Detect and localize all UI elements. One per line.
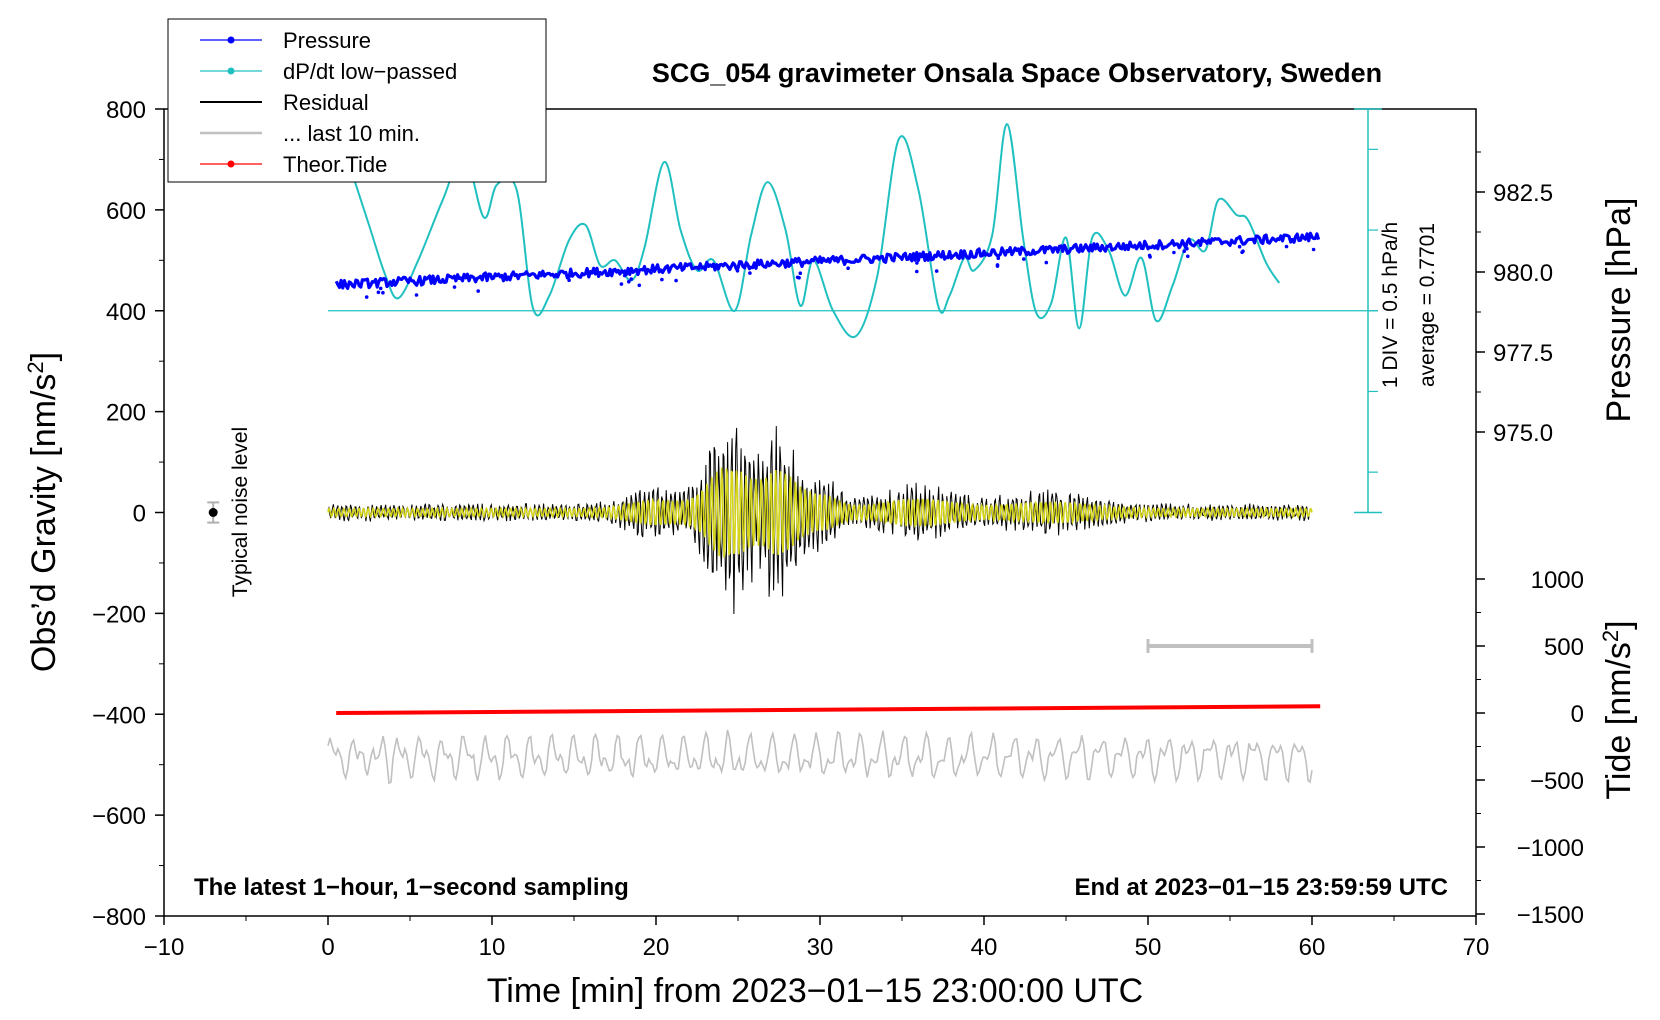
pressure-point [1172,250,1176,255]
y-axis-label-pressure: Pressure [hPa] [1600,198,1638,423]
pressure-point [1022,257,1026,261]
x-tick-label: 60 [1299,934,1326,961]
pressure-point [934,269,939,273]
pressure-point [735,269,740,273]
legend-label-1: dP/dt low−passed [283,59,457,84]
pressure-point [660,277,664,282]
pressure-point [622,273,627,278]
pressure-point [1186,254,1190,259]
chart-title: SCG_054 gravimeter Onsala Space Observat… [652,58,1382,88]
tide-tick-label: −1000 [1517,835,1584,862]
pressure-point [381,290,385,295]
pressure-point [1311,247,1316,252]
x-tick-label: 40 [971,934,998,961]
sampling-annotation: The latest 1−hour, 1−second sampling [194,874,629,901]
y-axis-label-gravity: Obs’d Gravity [nm/s2] [23,352,63,672]
tide-tick-label: −1500 [1517,902,1584,929]
y-tick-label: 0 [133,501,146,528]
noise-level-label: Typical noise level [229,427,252,597]
axes-ticks: −10 0 10 20 30 40 50 60 70 800 600 400 200 0 −200 −400 −… [92,97,1584,961]
pressure-point [795,275,800,280]
legend-label-3: ... last 10 min. [283,121,420,146]
pressure-point [1284,244,1289,249]
pressure-tick-label: 977.5 [1493,340,1553,367]
x-axis-label: Time [min] from 2023−01−15 23:00:00 UTC [487,972,1143,1010]
tide-tick-label: 0 [1571,701,1584,728]
pressure-point [637,283,642,288]
pressure-point [378,286,383,291]
pressure-line [334,231,1321,290]
y-axis-label-tide: Tide [nm/s2] [1598,620,1638,799]
pressure-point [846,266,850,271]
pressure-point [1148,255,1152,259]
pressure-point [629,277,633,281]
x-tick-label: 30 [807,934,834,961]
pressure-point [1185,246,1189,251]
pressure-tick-label: 980.0 [1493,260,1553,287]
x-tick-label: 20 [643,934,670,961]
tide-line [336,704,1321,715]
data-series [207,108,1382,785]
y-tick-label: 400 [106,299,146,326]
dpdt-line [351,123,1281,339]
y-tick-label: 200 [106,400,146,427]
pressure-point [476,289,481,293]
filtered-residual-line [327,467,1313,558]
y-tick-label: −800 [92,904,146,931]
y-tick-label: 800 [106,97,146,124]
pressure-point [1237,244,1242,249]
y-tick-label: −200 [92,601,146,628]
legend-marker-4 [227,160,235,168]
x-tick-label: 10 [479,934,506,961]
pressure-point [364,295,369,299]
x-tick-label: 50 [1135,934,1162,961]
y-tick-label: 600 [106,198,146,225]
pressure-point [1182,249,1186,253]
pressure-point [452,285,457,289]
pressure-point [915,269,919,274]
legend-label-0: Pressure [283,28,371,53]
end-time-annotation: End at 2023−01−15 23:59:59 UTC [1074,874,1448,901]
pressure-point [627,279,631,284]
legend-box [167,18,547,183]
tide-tick-label: 1000 [1531,567,1584,594]
div-label: 1 DIV = 0.5 hPa/h [1379,222,1402,388]
pressure-point [414,293,419,297]
pressure-point [674,278,678,283]
last-10min-line [327,729,1313,785]
pressure-point [1240,250,1244,255]
pressure-point [996,256,1001,261]
legend-label-4: Theor.Tide [283,152,387,177]
y-tick-label: −600 [92,803,146,830]
pressure-point [798,271,803,276]
pressure-point [619,282,624,286]
y-tick-label: −400 [92,702,146,729]
legend-label-2: Residual [283,90,369,115]
pressure-point [1044,260,1049,265]
x-tick-label: 0 [321,934,334,961]
pressure-point [567,278,571,283]
x-tick-label: −10 [144,934,185,961]
x-tick-label: 70 [1463,934,1490,961]
pressure-tick-label: 982.5 [1493,180,1553,207]
tide-tick-label: −500 [1530,768,1584,795]
pressure-point [748,271,752,275]
pressure-tick-label: 975.0 [1493,420,1553,447]
noise-point [208,508,218,517]
tide-tick-label: 500 [1544,634,1584,661]
legend: Pressure dP/dt low−passed Residual ... last… [167,18,547,183]
pressure-point [995,264,1000,268]
legend-marker-1 [227,67,235,75]
pressure-point [915,261,919,265]
average-label: average = 0.7701 [1416,223,1439,387]
pressure-point [376,290,381,295]
legend-marker-0 [227,36,235,44]
